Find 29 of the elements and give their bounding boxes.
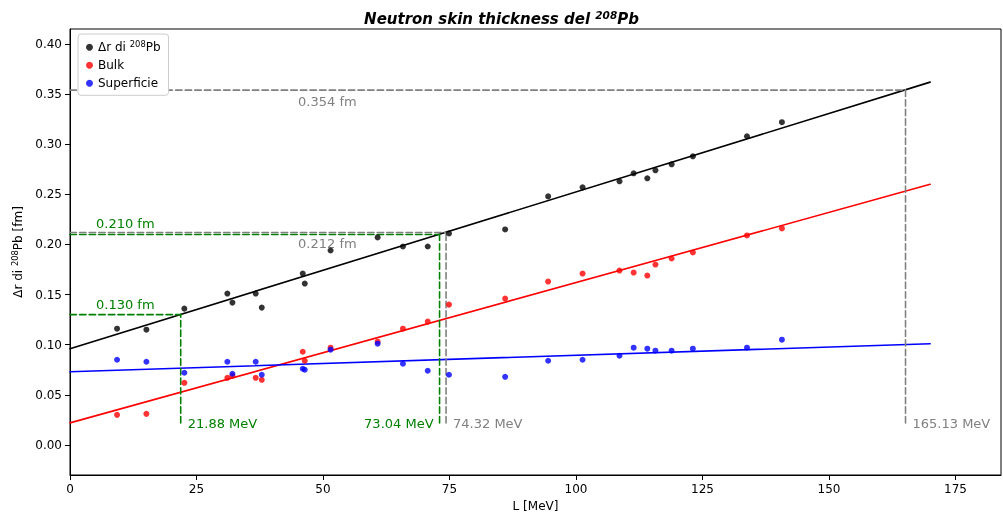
y-tick-label: 0.25 — [35, 187, 62, 202]
x-axis-title: L [MeV] — [512, 498, 559, 513]
x-tick-label: 100 — [564, 482, 588, 496]
y-tick-label: 0.10 — [35, 337, 62, 352]
x-tick-label: 150 — [817, 482, 841, 496]
y-tick-label: 0.05 — [35, 387, 62, 402]
series-label: 0.354 fm — [298, 94, 357, 110]
legend-label: Superficie — [98, 76, 159, 91]
x-tick-label: 50 — [315, 482, 331, 496]
series-label: 0.130 fm — [96, 296, 155, 312]
series-label: 74.32 MeV — [453, 416, 523, 432]
series-label: 21.88 MeV — [187, 416, 258, 432]
series-label: 0.210 fm — [96, 216, 155, 232]
y-tick-label: 0.00 — [35, 437, 62, 452]
y-tick-label: 0.15 — [35, 287, 62, 302]
y-axis-title: Δr di 208Pb [fm] — [10, 206, 26, 298]
x-tick-label: 0 — [66, 482, 74, 496]
x-tick-label: 125 — [691, 482, 714, 496]
y-tick-label: 0.35 — [35, 87, 62, 102]
legend-label: Bulk — [98, 58, 125, 73]
x-tick-label: 175 — [944, 482, 967, 496]
y-tick-label: 0.40 — [35, 37, 62, 52]
y-tick-label: 0.30 — [35, 137, 62, 152]
series-label: 0.212 fm — [298, 236, 357, 252]
x-tick-label: 25 — [188, 482, 205, 496]
series-label: 73.04 MeV — [364, 416, 434, 432]
x-tick-label: 75 — [441, 482, 458, 496]
y-tick-label: 0.20 — [35, 237, 62, 252]
series-label: 165.13 MeV — [912, 416, 991, 432]
